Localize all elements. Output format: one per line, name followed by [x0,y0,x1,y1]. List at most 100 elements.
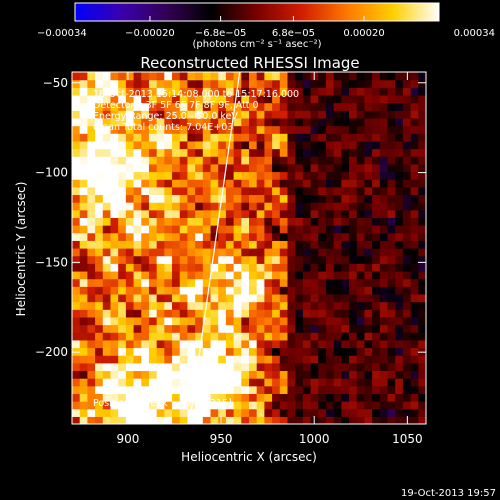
heatmap-cell [164,286,173,295]
heatmap-cell [179,370,189,379]
heatmap-cell [302,378,312,387]
heatmap-cell [187,393,196,402]
heatmap-cell [125,355,135,364]
heatmap-cell [387,255,396,264]
heatmap-cell [379,339,389,349]
heatmap-cell [264,163,273,173]
heatmap-cell [195,324,204,333]
heatmap-cell [118,110,127,119]
heatmap-cell [418,171,426,180]
heatmap-cell [110,225,119,234]
heatmap-cell [195,194,204,203]
heatmap-cell [387,240,396,249]
heatmap-cell [372,293,381,303]
heatmap-cell [325,324,335,333]
heatmap-cell [95,133,104,142]
heatmap-cell [256,416,265,424]
heatmap-cell [379,171,389,180]
heatmap-cell [218,110,227,119]
heatmap-cell [164,87,173,96]
heatmap-cell [202,278,212,287]
heatmap-cell [218,140,227,150]
heatmap-cell [118,248,127,257]
heatmap-cell [72,248,81,257]
heatmap-cell [295,179,304,188]
heatmap-cell [295,163,304,173]
heatmap-cell [202,133,212,142]
heatmap-cell [118,125,127,134]
heatmap-cell [87,309,96,318]
heatmap-cell [364,163,373,173]
heatmap-cell [110,110,119,119]
heatmap-cell [402,186,412,196]
heatmap-cell [341,393,350,402]
heatmap-cell [341,87,350,96]
heatmap-cell [372,255,381,264]
heatmap-cell [187,102,196,111]
heatmap-cell [72,408,81,417]
heatmap-cell [95,362,104,372]
heatmap-cell [356,255,366,264]
heatmap-cell [295,186,304,196]
heatmap-cell [349,148,358,157]
heatmap-cell [256,301,265,310]
heatmap-cell [356,263,366,272]
heatmap-cell [148,408,158,417]
heatmap-cell [256,408,265,417]
heatmap-cell [333,140,342,150]
heatmap-cell [133,332,142,341]
heatmap-cell [102,102,112,111]
heatmap-cell [287,179,296,188]
y-tick-label: −200 [35,345,68,359]
heatmap-cell [302,148,312,157]
heatmap-cell [148,225,158,234]
heatmap-cell [387,378,396,387]
heatmap-cell [379,362,389,372]
heatmap-cell [372,140,381,150]
heatmap-cell [79,316,88,326]
heatmap-cell [233,225,242,234]
heatmap-cell [202,156,212,165]
heatmap-cell [187,362,196,372]
heatmap-cell [202,263,212,272]
heatmap-cell [141,416,150,424]
heatmap-cell [187,202,196,211]
heatmap-cell [287,401,296,410]
heatmap-cell [172,217,181,226]
x-tick-label: 1050 [392,432,423,446]
heatmap-cell [402,339,412,349]
heatmap-cell [187,171,196,180]
heatmap-cell [148,110,158,119]
heatmap-cell [287,87,296,96]
heatmap-cell [410,156,419,165]
heatmap-cell [164,225,173,234]
heatmap-cell [349,72,358,81]
heatmap-cell [318,79,327,88]
heatmap-cell [402,110,412,119]
heatmap-cell [349,324,358,333]
heatmap-cell [187,148,196,157]
heatmap-cell [310,286,319,295]
heatmap-cell [87,332,96,341]
heatmap-cell [272,72,281,81]
heatmap-cell [264,171,273,180]
heatmap-cell [164,355,173,364]
heatmap-cell [118,293,127,303]
heatmap-cell [195,125,204,134]
heatmap-cell [249,270,258,280]
heatmap-cell [95,378,104,387]
heatmap-cell [364,209,373,218]
heatmap-cell [256,156,265,165]
heatmap-cell [202,171,212,180]
heatmap-cell [418,140,426,150]
heatmap-cell [156,248,165,257]
heatmap-cell [333,171,342,180]
heatmap-cell [379,393,389,402]
heatmap-cell [218,393,227,402]
heatmap-cell [179,324,189,333]
heatmap-cell [141,301,150,310]
heatmap-cell [272,263,281,272]
heatmap-cell [195,240,204,249]
heatmap-cell [141,347,150,356]
heatmap-cell [225,171,235,180]
